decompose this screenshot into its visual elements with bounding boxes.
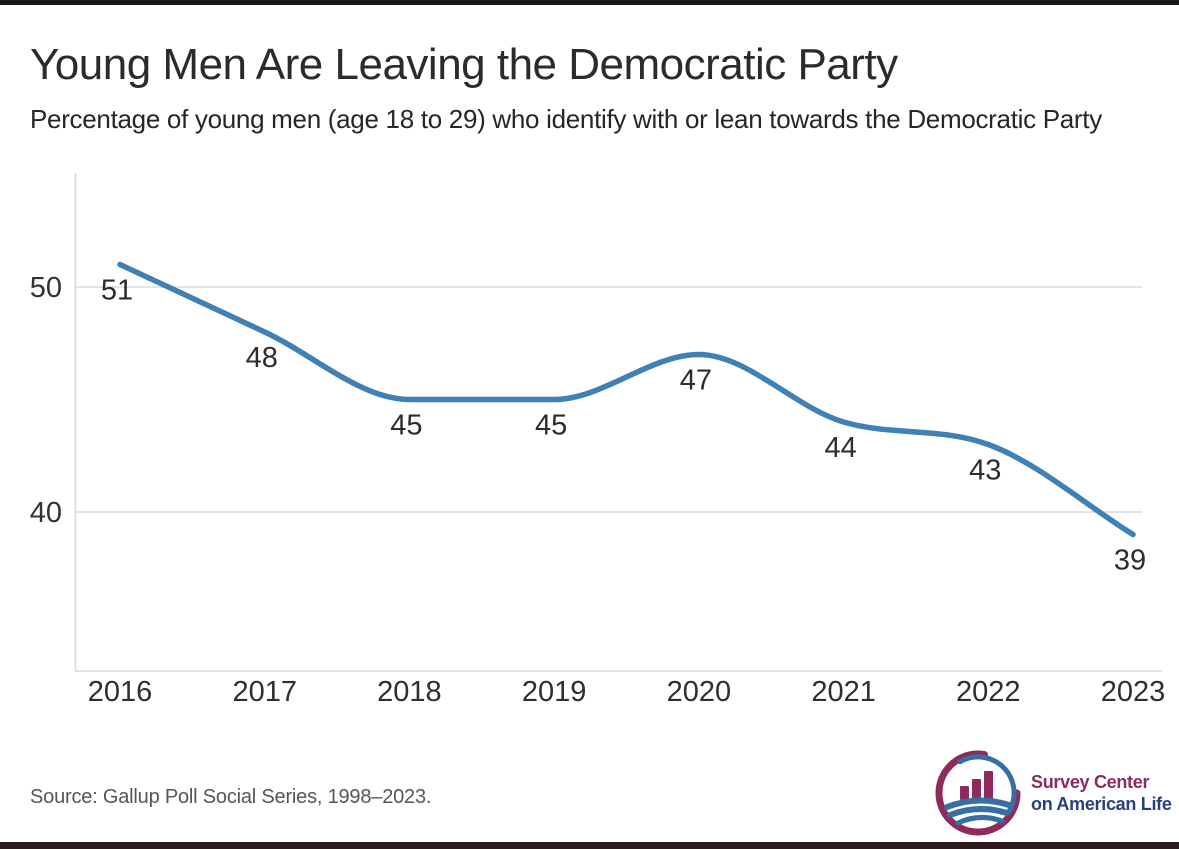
x-tick-label: 2020 (667, 676, 732, 708)
data-label: 43 (969, 455, 1001, 487)
logo-wordmark-line2: on American Life (1031, 794, 1172, 814)
y-tick-label: 50 (30, 272, 62, 304)
survey-center-logo-icon (935, 750, 1021, 836)
x-tick-label: 2021 (811, 676, 876, 708)
x-tick-label: 2018 (377, 676, 442, 708)
chart-title: Young Men Are Leaving the Democratic Par… (30, 40, 898, 89)
trend-line (117, 261, 1136, 538)
y-tick-label: 40 (30, 497, 62, 529)
x-tick-label: 2016 (88, 676, 153, 708)
data-label: 48 (246, 342, 278, 374)
data-label: 45 (390, 410, 422, 442)
logo-bar-small (960, 786, 969, 800)
x-tick-label: 2017 (232, 676, 297, 708)
logo-bar-medium (972, 779, 981, 800)
source-note: Source: Gallup Poll Social Series, 1998–… (30, 786, 432, 808)
logo-blue-ring (957, 754, 1017, 814)
x-tick-label: 2022 (956, 676, 1021, 708)
x-tick-label: 2023 (1101, 676, 1166, 708)
logo-maroon-ring (935, 750, 1021, 836)
logo-bar-large (984, 771, 993, 800)
data-label: 51 (101, 275, 133, 307)
data-label: 45 (535, 410, 567, 442)
bottom-edge-bar (0, 842, 1179, 849)
survey-center-logo: Survey Center on American Life (933, 748, 1172, 838)
chart-subtitle: Percentage of young men (age 18 to 29) w… (30, 104, 1102, 134)
x-tick-label: 2019 (522, 676, 587, 708)
data-label: 44 (824, 432, 856, 464)
data-label: 39 (1114, 545, 1146, 577)
logo-field-curve-2 (947, 806, 1010, 818)
logo-wordmark: Survey Center on American Life (1031, 771, 1172, 815)
logo-field-curve-3 (955, 815, 1005, 826)
top-edge-bar (0, 0, 1179, 5)
data-label: 47 (680, 365, 712, 397)
logo-field-curve-1 (944, 797, 1012, 810)
logo-wordmark-line1: Survey Center (1031, 772, 1150, 792)
